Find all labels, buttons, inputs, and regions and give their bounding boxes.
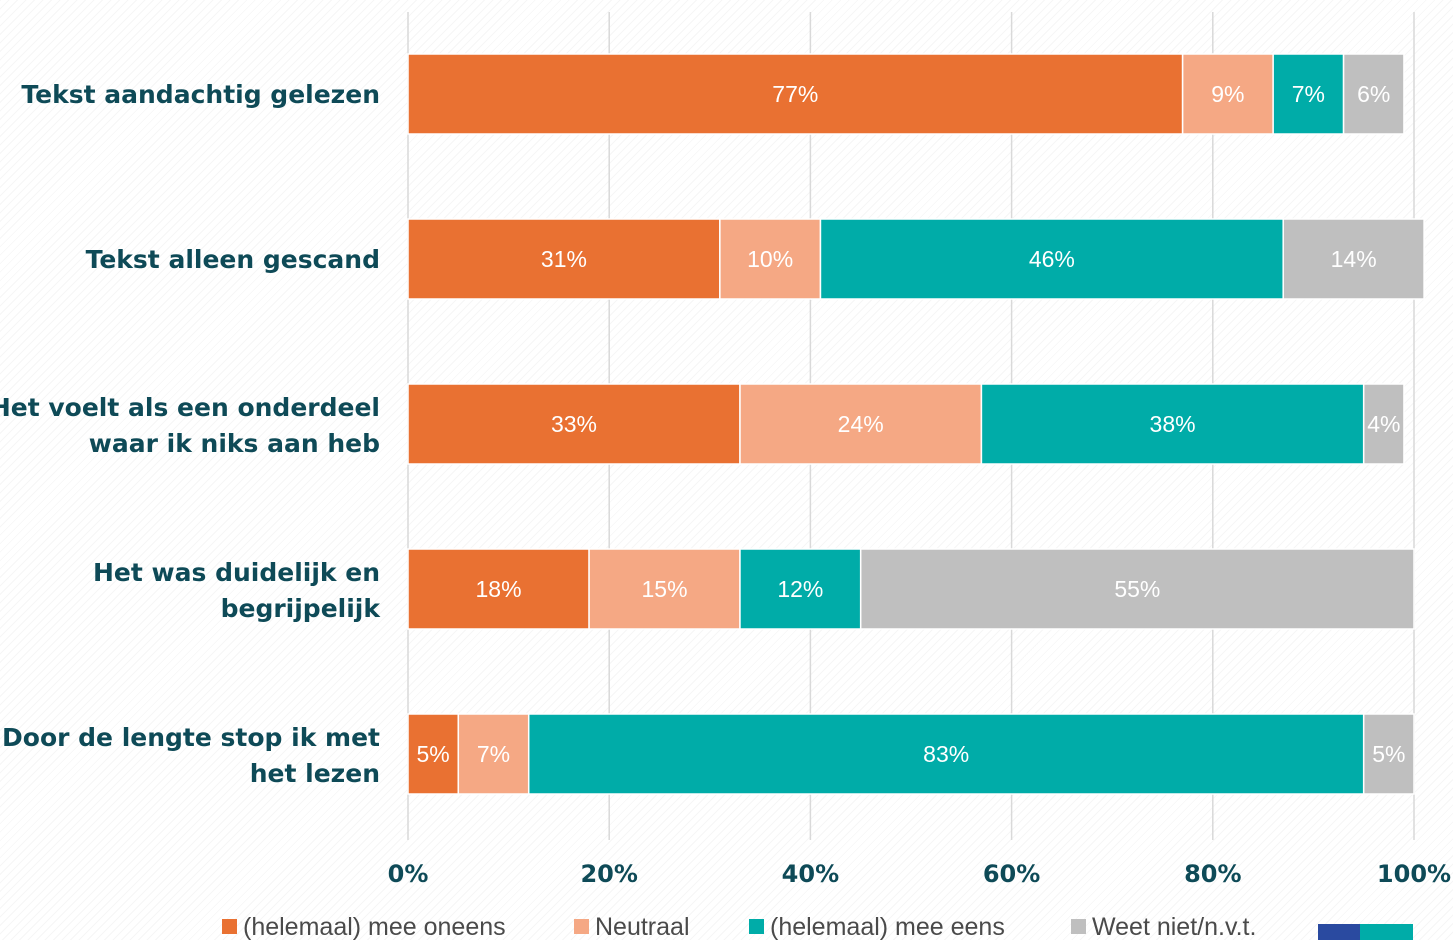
data-label: 55% bbox=[1114, 576, 1160, 602]
bar-segment bbox=[407, 713, 460, 795]
category-label: begrijpelijk bbox=[221, 594, 382, 623]
x-tick-label: 0% bbox=[388, 860, 429, 888]
data-label: 12% bbox=[777, 576, 823, 602]
bar-segment bbox=[407, 218, 721, 300]
x-tick-label: 100% bbox=[1377, 860, 1451, 888]
bars: 77% 9% 7% 6% 31% 10% 46% 14% 33% 24% 38% 4% 18% 15% 12… bbox=[407, 53, 1425, 795]
bar-segment bbox=[739, 383, 983, 465]
data-label: 7% bbox=[477, 741, 510, 767]
legend-label: (helemaal) mee oneens bbox=[243, 913, 506, 940]
data-label: 7% bbox=[1292, 81, 1325, 107]
data-label: 5% bbox=[417, 741, 450, 767]
data-label: 38% bbox=[1150, 411, 1196, 437]
legend-label: (helemaal) mee eens bbox=[770, 913, 1005, 940]
category-label: Door de lengte stop ik met bbox=[2, 723, 380, 752]
legend-swatch bbox=[222, 919, 237, 934]
bar-segment bbox=[819, 218, 1284, 300]
data-label: 33% bbox=[551, 411, 597, 437]
bar-segment bbox=[1362, 383, 1405, 465]
legend-label: Neutraal bbox=[595, 913, 690, 940]
data-label: 24% bbox=[838, 411, 884, 437]
bar-segment bbox=[407, 548, 590, 630]
category-labels: Tekst aandachtig gelezen Tekst alleen ges… bbox=[0, 80, 381, 788]
x-tick-label: 40% bbox=[782, 860, 839, 888]
bar-segment bbox=[407, 53, 1184, 135]
x-tick-label: 80% bbox=[1184, 860, 1241, 888]
category-label: het lezen bbox=[250, 759, 380, 788]
data-label: 46% bbox=[1029, 246, 1075, 272]
bar-segment bbox=[588, 548, 741, 630]
data-label: 18% bbox=[476, 576, 522, 602]
legend: (helemaal) mee oneens Neutraal (helemaal) … bbox=[222, 913, 1256, 940]
data-label: 83% bbox=[923, 741, 969, 767]
x-tick-label: 60% bbox=[983, 860, 1040, 888]
legend-swatch bbox=[1071, 919, 1086, 934]
category-label: Tekst aandachtig gelezen bbox=[21, 80, 380, 109]
x-axis-ticks: 0% 20% 40% 60% 80% 100% bbox=[388, 860, 1451, 888]
category-label: waar ik niks aan heb bbox=[89, 429, 380, 458]
bar-segment bbox=[457, 713, 530, 795]
bar-segment bbox=[719, 218, 822, 300]
data-label: 14% bbox=[1331, 246, 1377, 272]
bar-segment bbox=[1282, 218, 1425, 300]
legend-swatch bbox=[574, 919, 589, 934]
category-label: Het was duidelijk en bbox=[93, 558, 380, 587]
data-label: 10% bbox=[747, 246, 793, 272]
x-tick-label: 20% bbox=[580, 860, 637, 888]
legend-label: Weet niet/n.v.t. bbox=[1092, 913, 1256, 940]
category-label: Het voelt als een onderdeel bbox=[0, 393, 380, 422]
data-label: 5% bbox=[1372, 741, 1405, 767]
data-label: 4% bbox=[1367, 411, 1400, 437]
bar-segment bbox=[859, 548, 1415, 630]
category-label: Tekst alleen gescand bbox=[86, 245, 380, 274]
bar-segment bbox=[407, 383, 741, 465]
bar-segment bbox=[1342, 53, 1405, 135]
logo-corner bbox=[1318, 924, 1413, 940]
data-label: 15% bbox=[642, 576, 688, 602]
data-label: 9% bbox=[1211, 81, 1244, 107]
bar-segment bbox=[980, 383, 1365, 465]
data-label: 31% bbox=[541, 246, 587, 272]
bar-segment bbox=[1362, 713, 1415, 795]
data-label: 6% bbox=[1357, 81, 1390, 107]
data-label: 77% bbox=[772, 81, 818, 107]
legend-swatch bbox=[749, 919, 764, 934]
